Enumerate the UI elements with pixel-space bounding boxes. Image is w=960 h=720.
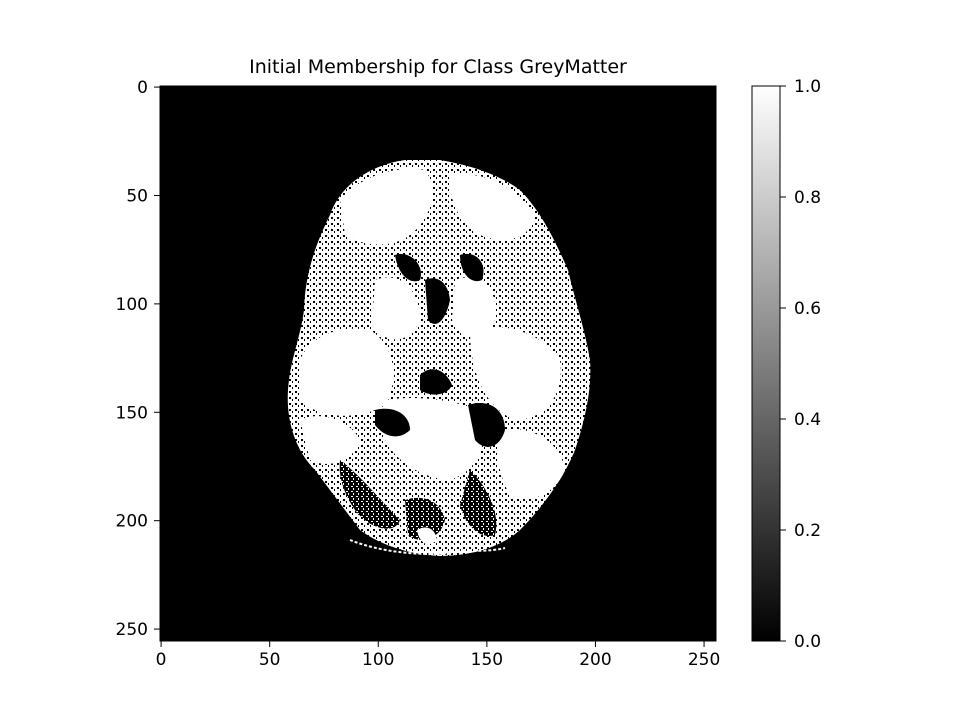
x-tick-label: 200: [579, 650, 611, 670]
colorbar-tick-label: 0.6: [794, 299, 821, 319]
y-tick-label: 50: [126, 186, 148, 206]
colorbar-gradient: [751, 85, 781, 642]
x-axis: 0 50 100 150 200 250: [156, 641, 720, 670]
colorbar-tick-label: 0.8: [794, 188, 821, 208]
colorbar-tick-label: 1.0: [794, 77, 821, 97]
y-tick-label: 0: [137, 78, 148, 98]
colorbar: 0.0 0.2 0.4 0.6 0.8 1.0: [751, 77, 821, 652]
membership-mask: [287, 160, 591, 556]
x-tick-label: 0: [156, 650, 167, 670]
y-tick-label: 150: [116, 403, 148, 423]
colorbar-tick-label: 0.4: [794, 410, 821, 430]
heatmap: [159, 85, 717, 642]
y-tick-label: 250: [116, 620, 148, 640]
x-tick-label: 150: [471, 650, 503, 670]
heatmap-frame: [159, 85, 717, 642]
colorbar-tick-label: 0.0: [794, 632, 821, 652]
x-tick-label: 50: [259, 650, 281, 670]
colorbar-ticks: 0.0 0.2 0.4 0.6 0.8 1.0: [780, 77, 821, 652]
x-tick-label: 250: [688, 650, 720, 670]
chart-title: Initial Membership for Class GreyMatter: [249, 56, 627, 78]
colorbar-tick-label: 0.2: [794, 521, 821, 541]
y-tick-label: 100: [116, 295, 148, 315]
x-tick-label: 100: [362, 650, 394, 670]
y-tick-label: 200: [116, 512, 148, 532]
y-axis: 0 50 100 150 200 250: [116, 78, 160, 640]
